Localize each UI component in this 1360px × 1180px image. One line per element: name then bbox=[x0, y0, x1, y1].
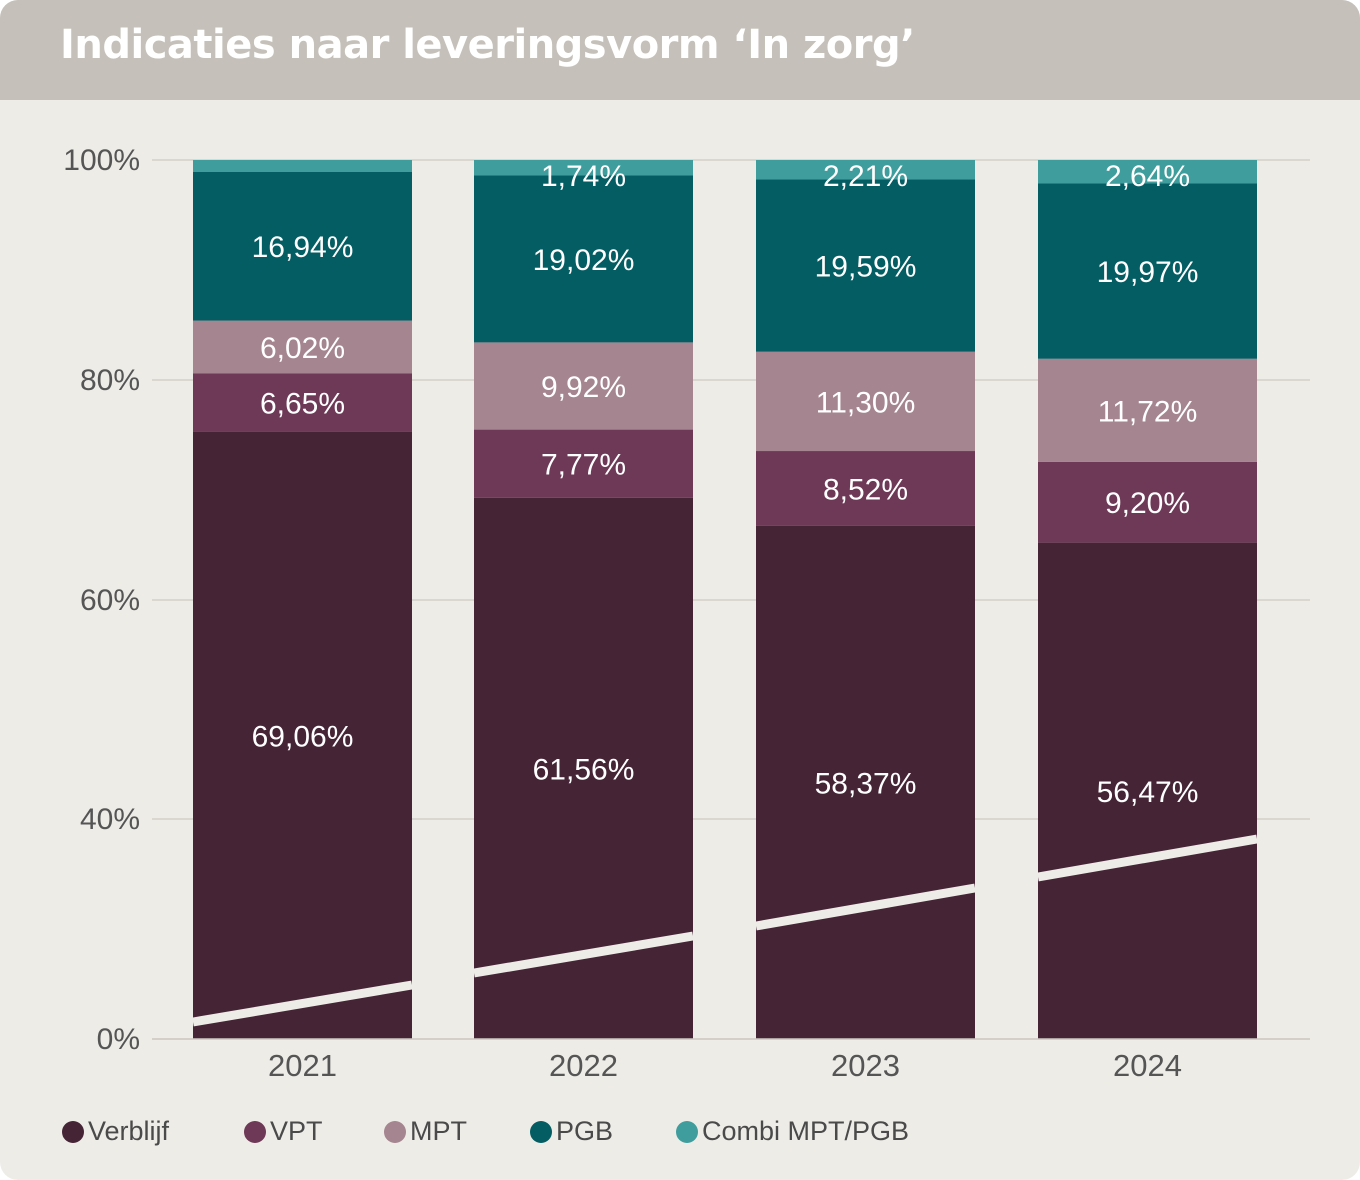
data-label: 11,30% bbox=[816, 386, 916, 419]
y-tick-label: 0% bbox=[97, 1023, 140, 1056]
bar-segment-verblijf-2024 bbox=[1038, 542, 1257, 1039]
data-label: 11,72% bbox=[1098, 395, 1198, 428]
y-tick-label: 40% bbox=[80, 803, 140, 836]
legend-swatch-icon bbox=[530, 1120, 552, 1143]
bar-segment-vpt-2024 bbox=[1038, 461, 1257, 543]
data-label: 1,74% bbox=[541, 160, 626, 193]
legend-item-verblijf: Verblijf bbox=[62, 1116, 169, 1147]
chart-title: Indicaties naar leveringsvorm ‘In zorg’ bbox=[60, 22, 915, 68]
data-label: 8,52% bbox=[823, 473, 908, 506]
legend-item-mpt: MPT bbox=[384, 1116, 467, 1147]
data-label: 19,59% bbox=[815, 251, 917, 284]
bar-segment-combi-mpt-pgb-2024 bbox=[1038, 160, 1257, 184]
y-tick-label: 100% bbox=[63, 144, 140, 177]
legend-label: Combi MPT/PGB bbox=[702, 1116, 910, 1146]
legend-swatch-icon bbox=[244, 1120, 266, 1143]
bar-segment-mpt-2024 bbox=[1038, 358, 1257, 462]
bar-segment-mpt-2022 bbox=[474, 342, 693, 430]
legend-item-vpt: VPT bbox=[244, 1116, 323, 1147]
bar-segment-combi-mpt-pgb-2022 bbox=[474, 160, 693, 176]
bar-segment-pgb-2022 bbox=[474, 175, 693, 343]
legend-label: PGB bbox=[556, 1116, 614, 1146]
data-label: 19,02% bbox=[533, 244, 635, 277]
bar-segment-pgb-2024 bbox=[1038, 183, 1257, 359]
bar-segment-combi-mpt-pgb-2021 bbox=[193, 160, 412, 172]
x-tick-label: 2024 bbox=[1113, 1048, 1182, 1083]
x-tick-label: 2022 bbox=[549, 1048, 618, 1083]
legend-swatch-icon bbox=[676, 1120, 698, 1143]
legend-label: Verblijf bbox=[88, 1116, 170, 1146]
data-label: 6,02% bbox=[260, 332, 345, 365]
data-label: 16,94% bbox=[252, 231, 354, 264]
bar-segment-mpt-2021 bbox=[193, 320, 412, 374]
legend-swatch-icon bbox=[384, 1120, 406, 1143]
y-tick-label: 80% bbox=[80, 364, 140, 397]
data-label: 56,47% bbox=[1097, 776, 1199, 809]
bar-segment-vpt-2022 bbox=[474, 429, 693, 498]
bar-segment-vpt-2021 bbox=[193, 373, 412, 432]
data-label: 2,64% bbox=[1105, 160, 1190, 193]
bar-segment-combi-mpt-pgb-2023 bbox=[756, 160, 975, 180]
bar-segment-pgb-2021 bbox=[193, 171, 412, 321]
title-bar: Indicaties naar leveringsvorm ‘In zorg’ bbox=[0, 0, 1360, 100]
data-label: 61,56% bbox=[533, 753, 635, 786]
data-label: 6,65% bbox=[260, 388, 345, 421]
legend-swatch-icon bbox=[62, 1120, 84, 1143]
y-tick-label: 60% bbox=[80, 584, 140, 617]
data-label: 9,20% bbox=[1105, 487, 1190, 520]
axis-break-line bbox=[192, 834, 1258, 1027]
legend-item-combi-mpt-pgb: Combi MPT/PGB bbox=[676, 1116, 909, 1147]
legend-label: VPT bbox=[270, 1116, 323, 1146]
data-label: 9,92% bbox=[541, 371, 626, 404]
bar-segment-mpt-2023 bbox=[756, 351, 975, 452]
x-tick-label: 2021 bbox=[268, 1048, 337, 1083]
bar-segment-verblijf-2022 bbox=[474, 497, 693, 1040]
data-label: 7,77% bbox=[541, 449, 626, 482]
data-label: 69,06% bbox=[252, 720, 354, 753]
data-label: 19,97% bbox=[1097, 256, 1199, 289]
x-tick-label: 2023 bbox=[831, 1048, 900, 1083]
bar-segment-vpt-2023 bbox=[756, 451, 975, 526]
bar-segment-pgb-2023 bbox=[756, 179, 975, 352]
legend-label: MPT bbox=[410, 1116, 467, 1146]
legend-item-pgb: PGB bbox=[530, 1116, 613, 1147]
bar-segment-verblijf-2021 bbox=[193, 431, 412, 1039]
bar-segment-verblijf-2023 bbox=[756, 525, 975, 1039]
data-label: 2,21% bbox=[823, 160, 908, 193]
data-label: 58,37% bbox=[815, 767, 917, 800]
